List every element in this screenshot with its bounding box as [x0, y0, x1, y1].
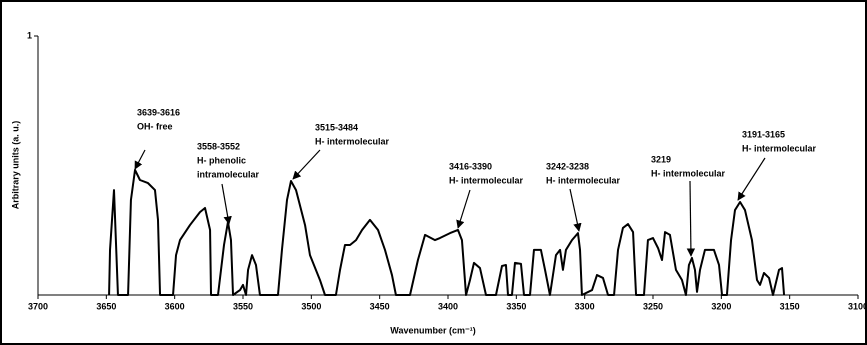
annotation-arrow [221, 183, 232, 225]
annotation-arrow [456, 189, 471, 229]
x-tick-label: 3100 [848, 301, 867, 311]
x-tick-label: 3300 [575, 301, 595, 311]
annotation-text: 3242-3238 [546, 161, 589, 171]
x-tick-label: 3700 [28, 301, 48, 311]
annotation-arrow [569, 188, 582, 232]
annotation-text: 3558-3552 [197, 141, 240, 151]
y-tick-label: 1 [27, 30, 32, 40]
x-tick-label: 3250 [643, 301, 663, 311]
x-tick-label: 3550 [233, 301, 253, 311]
spectrum-line [108, 168, 786, 296]
annotation-arrow [686, 180, 696, 257]
annotation-text: H- intermolecular [546, 175, 621, 185]
annotation-arrow [134, 149, 146, 170]
annotation-text: 3639-3616 [137, 107, 180, 117]
annotation-text: intramolecular [197, 169, 260, 179]
x-tick-label: 3500 [301, 301, 321, 311]
annotation-arrow [737, 157, 766, 201]
annotation-text: H- intermolecular [651, 168, 726, 178]
annotation-arrow [292, 149, 321, 180]
annotation-text: 3219 [651, 154, 671, 164]
x-tick-label: 3150 [780, 301, 800, 311]
annotation-text: OH- free [137, 121, 173, 131]
x-tick-label: 3600 [165, 301, 185, 311]
x-axis-label: Wavenumber (cm⁻¹) [390, 325, 475, 335]
annotation-text: 3416-3390 [449, 161, 492, 171]
x-tick-label: 3450 [370, 301, 390, 311]
x-tick-label: 3400 [438, 301, 458, 311]
annotation-text: H- intermolecular [449, 175, 524, 185]
annotation-text: 3191-3165 [742, 129, 785, 139]
x-tick-label: 3200 [711, 301, 731, 311]
annotation-text: H- intermolecular [742, 143, 817, 153]
x-tick-label: 3650 [96, 301, 116, 311]
annotation-text: H- intermolecular [315, 136, 390, 146]
annotation-text: H- phenolic [197, 155, 246, 165]
x-tick-label: 3350 [506, 301, 526, 311]
y-axis-label: Arbitrary units (a. u.) [10, 121, 20, 210]
annotation-text: 3515-3484 [315, 122, 358, 132]
